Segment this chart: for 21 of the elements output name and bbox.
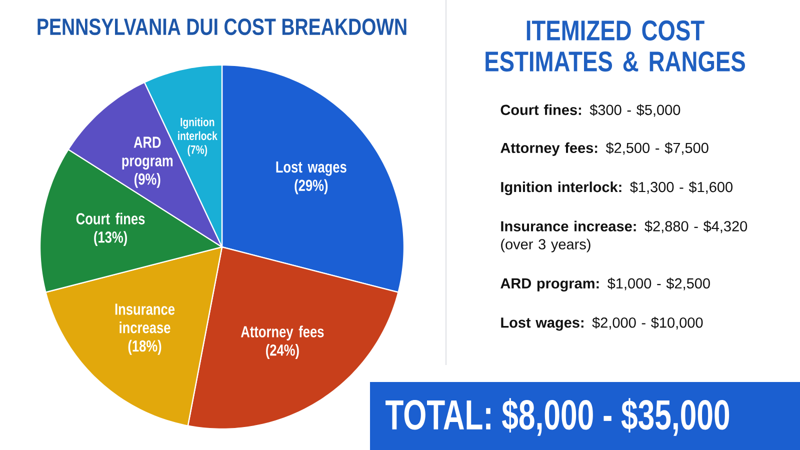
- text: Ignition interlock: $1,300 - $1,600: [501, 181, 732, 196]
- slice-label: Attorney fees: [240, 326, 324, 341]
- text: ARD program: $1,000 - $2,500: [500, 278, 710, 292]
- slice-label: Insurance increase: [115, 304, 175, 334]
- slice-label: ARD program: [122, 136, 173, 170]
- slice-label: Lost wages: [276, 161, 346, 176]
- slice-label: Court fines: [76, 212, 145, 224]
- data-label: (29%): [294, 179, 328, 194]
- data-label: (13%): [94, 231, 127, 246]
- data-label: (24%): [266, 344, 299, 359]
- text: TOTAL: $8,000 - $35,000: [386, 398, 730, 436]
- text: Lost wages: $2,000 - $10,000: [501, 316, 703, 331]
- data-label: (7%): [188, 145, 208, 156]
- text: Attorney fees: $2,500 - $7,500: [500, 142, 708, 156]
- text: Insurance increase: $2,880 - $4,320 (over 3 years): [501, 220, 748, 252]
- text: ITEMIZED COST ESTIMATES & RANGES: [486, 20, 745, 72]
- slice-label: Ignition interlock: [178, 117, 218, 140]
- data-label: (9%): [134, 173, 160, 188]
- text: Court fines: $300 - $5,000: [500, 104, 680, 117]
- data-label: (18%): [128, 340, 162, 355]
- chart-title: PENNSYLVANIA DUI COST BREAKDOWN: [38, 18, 406, 36]
